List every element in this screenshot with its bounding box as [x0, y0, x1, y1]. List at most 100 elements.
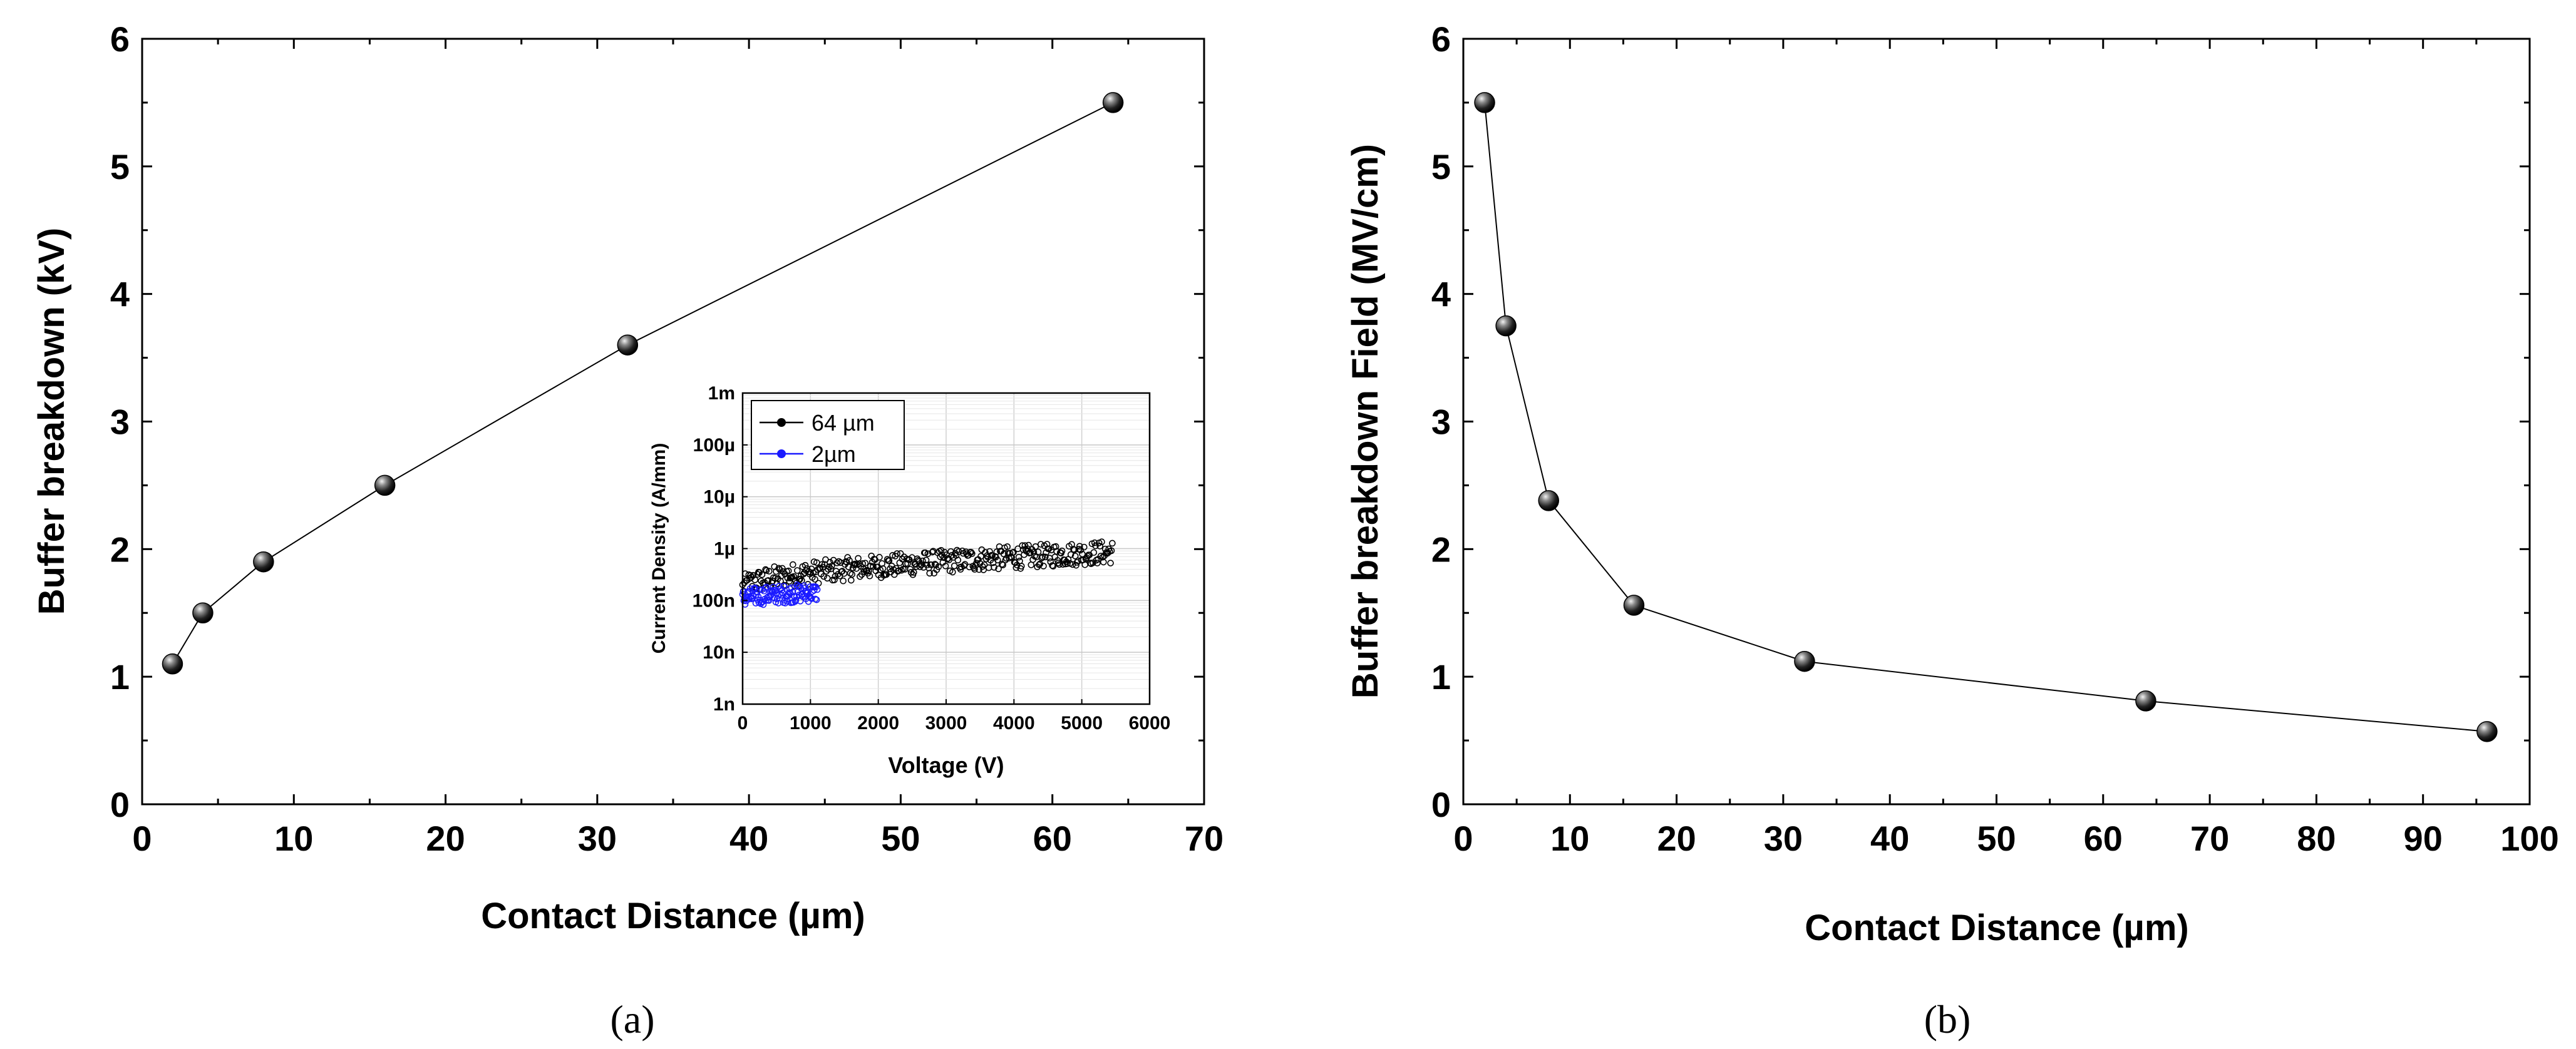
inset-data-point: [955, 548, 962, 555]
inset-data-point: [807, 594, 815, 601]
inset-data-point: [784, 575, 791, 581]
chart-a-data-point: [1102, 92, 1124, 113]
inset-series-64um: [739, 538, 1116, 595]
inset-x-tick-label: 6000: [1129, 713, 1171, 734]
chart-b-y-tick-label: 1: [1431, 657, 1451, 697]
inset-x-tick-label: 4000: [993, 713, 1035, 734]
inset-data-point: [840, 570, 848, 577]
inset-data-point: [899, 555, 906, 563]
inset-data-point: [1036, 560, 1044, 568]
inset-data-point: [1049, 563, 1057, 570]
chart-b-y-tick-label: 0: [1431, 785, 1451, 824]
chart-b-x-tick-label: 0: [1453, 819, 1473, 858]
inset-data-point: [966, 563, 973, 571]
inset-data-point: [995, 565, 1002, 573]
inset-data-point: [973, 560, 980, 567]
inset-y-axis-title: Current Density (A/mm): [649, 443, 669, 654]
inset-data-point: [828, 563, 835, 570]
chart-a-y-tick-label: 1: [110, 657, 130, 697]
inset-data-point: [989, 552, 996, 560]
chart-b-y-tick-label: 6: [1431, 19, 1451, 59]
inset-data-point: [1084, 553, 1091, 560]
inset-data-point: [1067, 551, 1074, 558]
inset-data-point: [924, 550, 932, 557]
inset-data-point: [813, 586, 821, 593]
inset-data-point: [885, 557, 893, 565]
chart-b-data-point: [2476, 721, 2498, 742]
inset-data-point: [751, 576, 759, 583]
inset-series-2um: [739, 581, 821, 608]
inset-data-point: [794, 567, 801, 574]
inset-data-point: [910, 569, 917, 576]
chart-b-data-point: [1474, 92, 1495, 113]
inset-data-point: [751, 585, 759, 591]
inset-data-point: [1006, 555, 1012, 561]
chart-b-x-tick-label: 60: [2084, 819, 2123, 858]
inset-data-point: [971, 566, 978, 573]
inset-data-point: [876, 554, 883, 561]
chart-a-data-point: [162, 653, 183, 675]
inset-data-point: [775, 565, 783, 572]
inset-data-point: [884, 556, 891, 563]
inset-data-point: [765, 568, 773, 575]
chart-b-data-point: [1538, 490, 1559, 511]
inset-x-ticks: 0 1000 2000 3000 4000 5000 6000: [738, 699, 1171, 734]
inset-data-point: [831, 576, 838, 583]
inset-data-point: [1039, 553, 1046, 561]
inset-data-point: [798, 577, 805, 584]
chart-a: 0 10 20 30 40 50 60 70 0 1 2 3 4 5 6 Contact Distance…: [31, 19, 1224, 1041]
inset-data-point: [928, 561, 935, 568]
chart-b-x-axis-title: Contact Distance (µm): [1805, 908, 2189, 948]
chart-b-data-point: [1495, 315, 1517, 337]
inset-data-point: [1091, 539, 1098, 546]
inset-data-point: [745, 595, 753, 603]
inset-data-point: [833, 560, 841, 566]
inset-data-point: [879, 565, 887, 572]
inset-x-tick-label: 1000: [790, 713, 832, 734]
inset-data-point: [846, 557, 853, 564]
inset-data-point: [937, 553, 944, 560]
inset-data-point: [889, 551, 896, 559]
inset-data-point: [842, 558, 850, 565]
chart-b-x-tick-label: 100: [2500, 819, 2558, 858]
inset-data-point: [935, 563, 942, 570]
chart-b-x-ticks: 0 10 20 30 40 50 60 70 80 90 100: [1453, 39, 2559, 858]
chart-b-x-tick-label: 10: [1550, 819, 1589, 858]
inset-x-tick-label: 2000: [857, 713, 899, 734]
chart-b-y-tick-label: 2: [1431, 530, 1451, 569]
inset-data-point: [775, 600, 782, 606]
inset-data-point: [796, 583, 803, 590]
chart-a-x-tick-label: 0: [132, 819, 152, 858]
inset-data-point: [926, 570, 934, 577]
inset-data-point: [1073, 561, 1079, 569]
inset-data-point: [894, 550, 900, 557]
inset-data-point: [981, 561, 988, 568]
inset-data-point: [763, 567, 770, 574]
chart-a-data-point: [617, 334, 639, 356]
inset-data-point: [761, 585, 769, 592]
inset-data-point: [748, 595, 755, 603]
chart-b-x-tick-label: 80: [2297, 819, 2336, 858]
inset-y-tick-label: 1µ: [714, 539, 735, 560]
chart-a-data-point: [374, 474, 396, 496]
inset-data-point: [1034, 548, 1042, 556]
inset-data-point: [1019, 546, 1027, 553]
inset-data-point: [947, 548, 954, 555]
inset-data-point: [790, 561, 796, 568]
inset-data-point: [1094, 560, 1101, 566]
inset-data-point: [982, 555, 990, 563]
inset-data-point: [1037, 541, 1044, 548]
chart-b-data-point: [2135, 690, 2156, 712]
inset-data-point: [763, 583, 770, 591]
inset-data-point: [857, 573, 863, 580]
chart-b-x-tick-label: 30: [1764, 819, 1803, 858]
inset-data-point: [1038, 555, 1045, 561]
chart-b-frame: [1462, 38, 2531, 806]
inset-data-point: [998, 561, 1006, 568]
chart-a-y-tick-label: 3: [110, 402, 130, 442]
inset-data-point: [1098, 538, 1105, 546]
inset-data-point: [948, 552, 956, 559]
inset-data-point: [790, 573, 798, 580]
inset-data-point: [780, 583, 788, 590]
inset-data-point: [758, 571, 766, 578]
